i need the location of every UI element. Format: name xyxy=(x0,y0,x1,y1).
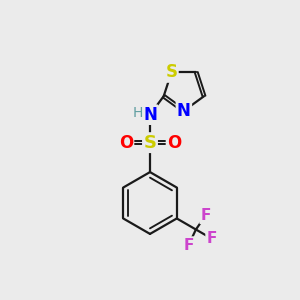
Text: N: N xyxy=(143,106,157,124)
Text: S: S xyxy=(165,64,177,82)
Text: O: O xyxy=(119,134,133,152)
Text: F: F xyxy=(206,231,217,246)
Text: F: F xyxy=(200,208,211,223)
Text: S: S xyxy=(143,134,157,152)
Text: O: O xyxy=(167,134,181,152)
Text: N: N xyxy=(177,102,191,120)
Text: H: H xyxy=(132,106,143,120)
Text: F: F xyxy=(183,238,194,253)
